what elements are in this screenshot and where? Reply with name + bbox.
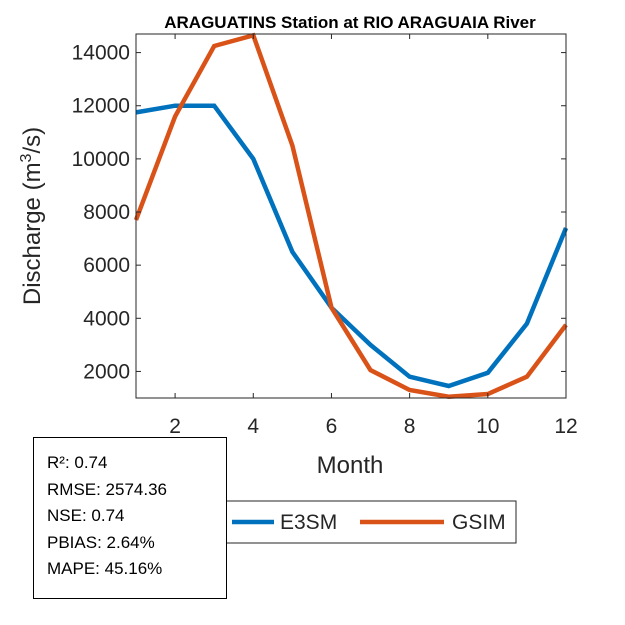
stats-box: R²: 0.74 RMSE: 2574.36 NSE: 0.74 PBIAS: … (33, 437, 227, 599)
stat-mape: MAPE: 45.16% (47, 559, 163, 578)
y-tick-label: 4000 (83, 307, 130, 330)
x-tick-label: 2 (169, 415, 181, 438)
x-tick-label: 4 (247, 415, 259, 438)
x-axis-label: Month (317, 452, 384, 479)
chart-title: ARAGUATINS Station at RIO ARAGUAIA River (164, 13, 536, 32)
series-line-gsim (133, 32, 568, 399)
y-axis-label-superscript: 3 (18, 153, 35, 162)
legend: E3SM GSIM (225, 500, 517, 544)
stat-r2: R²: 0.74 (47, 453, 108, 472)
y-tick-label: 10000 (72, 148, 130, 171)
stat-pbias: PBIAS: 2.64% (47, 532, 155, 552)
x-tick-label: 6 (326, 415, 338, 438)
legend-label-e3sm: E3SM (280, 511, 337, 534)
x-tick-label: 8 (404, 415, 416, 438)
y-tick-label: 8000 (83, 201, 130, 224)
stat-nse: NSE: 0.74 (47, 506, 125, 525)
x-tick-label: 10 (476, 415, 499, 438)
y-axis-label-tail: /s) (19, 127, 46, 154)
legend-label-gsim: GSIM (452, 511, 506, 534)
stat-rmse: RMSE: 2574.36 (47, 479, 168, 499)
plot-frame (135, 33, 567, 399)
y-tick-label: 12000 (72, 95, 130, 118)
y-tick-label: 6000 (83, 254, 130, 277)
y-axis-label: Discharge (m3/s) (18, 127, 46, 305)
y-tick-label: 14000 (72, 42, 130, 65)
x-tick-label: 12 (554, 415, 577, 438)
series-line-e3sm (135, 103, 569, 389)
y-tick-label: 2000 (83, 360, 130, 383)
y-axis-label-main: Discharge (m (19, 162, 46, 305)
